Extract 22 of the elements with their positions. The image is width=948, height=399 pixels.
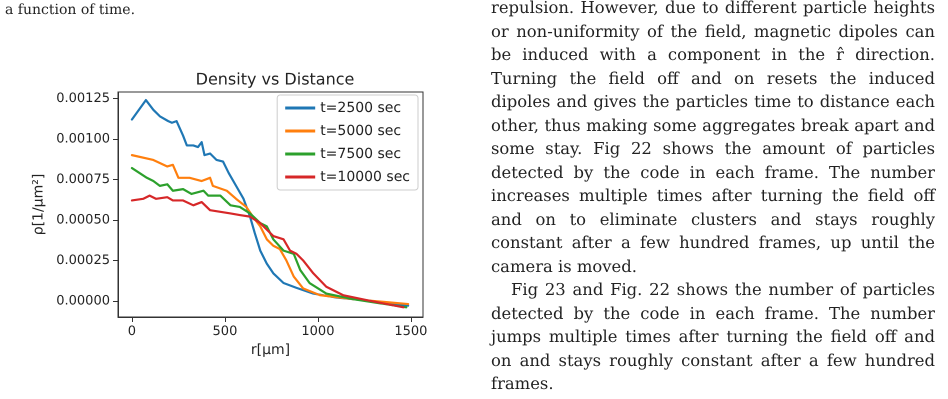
x-axis-title: r[μm]: [250, 342, 290, 358]
y-tick-label: 0.00000: [56, 293, 110, 308]
x-tick-label: 1000: [301, 324, 334, 339]
x-tick-label: 0: [128, 324, 136, 339]
x-tick-label: 500: [212, 324, 238, 339]
y-tick-label: 0.00125: [56, 90, 110, 106]
line-series: [130, 194, 405, 308]
legend-label: t=10000 sec: [320, 169, 410, 185]
y-tick-label: 0.00100: [56, 131, 110, 146]
y-tick-label: 0.00050: [56, 212, 110, 228]
text: repulsion. However, due to different particle heights or non-uniformity of the field, magnetic dipoles can be induced with a component in the r̂ direction. Turning the field off and on resets the induced dipoles and gives the particles time to distance each other, thus making some aggregates break apart and some stay. Fig 22 shows the amount of particles detected by the code in each frame. The number increases multiple times after turning the field off and on to eliminate clusters and stays roughly constant after a few hundred frames, up until the camera is moved.: [491, 0, 935, 276]
legend-label: t=5000 sec: [320, 123, 402, 139]
caption: Fig 23 and Fig. 22 shows the number of particles detected by the code in each frame. The number jumps multiple times after turning the field off and on and stays roughly constant after a few hundred frames.: [491, 279, 935, 395]
y-tick-label: 0.00075: [56, 172, 110, 187]
line-series: [130, 98, 410, 307]
legend-label: t=7500 sec: [320, 146, 402, 162]
legend-label: t=2500 sec: [320, 100, 402, 116]
y-axis-title: ρ[1/μm²]: [30, 174, 46, 236]
text: a function of time.: [5, 2, 136, 19]
chart-title: Density vs Distance: [196, 70, 354, 88]
x-tick-label: 1500: [394, 324, 428, 339]
y-tick-label: 0.00025: [56, 252, 110, 268]
